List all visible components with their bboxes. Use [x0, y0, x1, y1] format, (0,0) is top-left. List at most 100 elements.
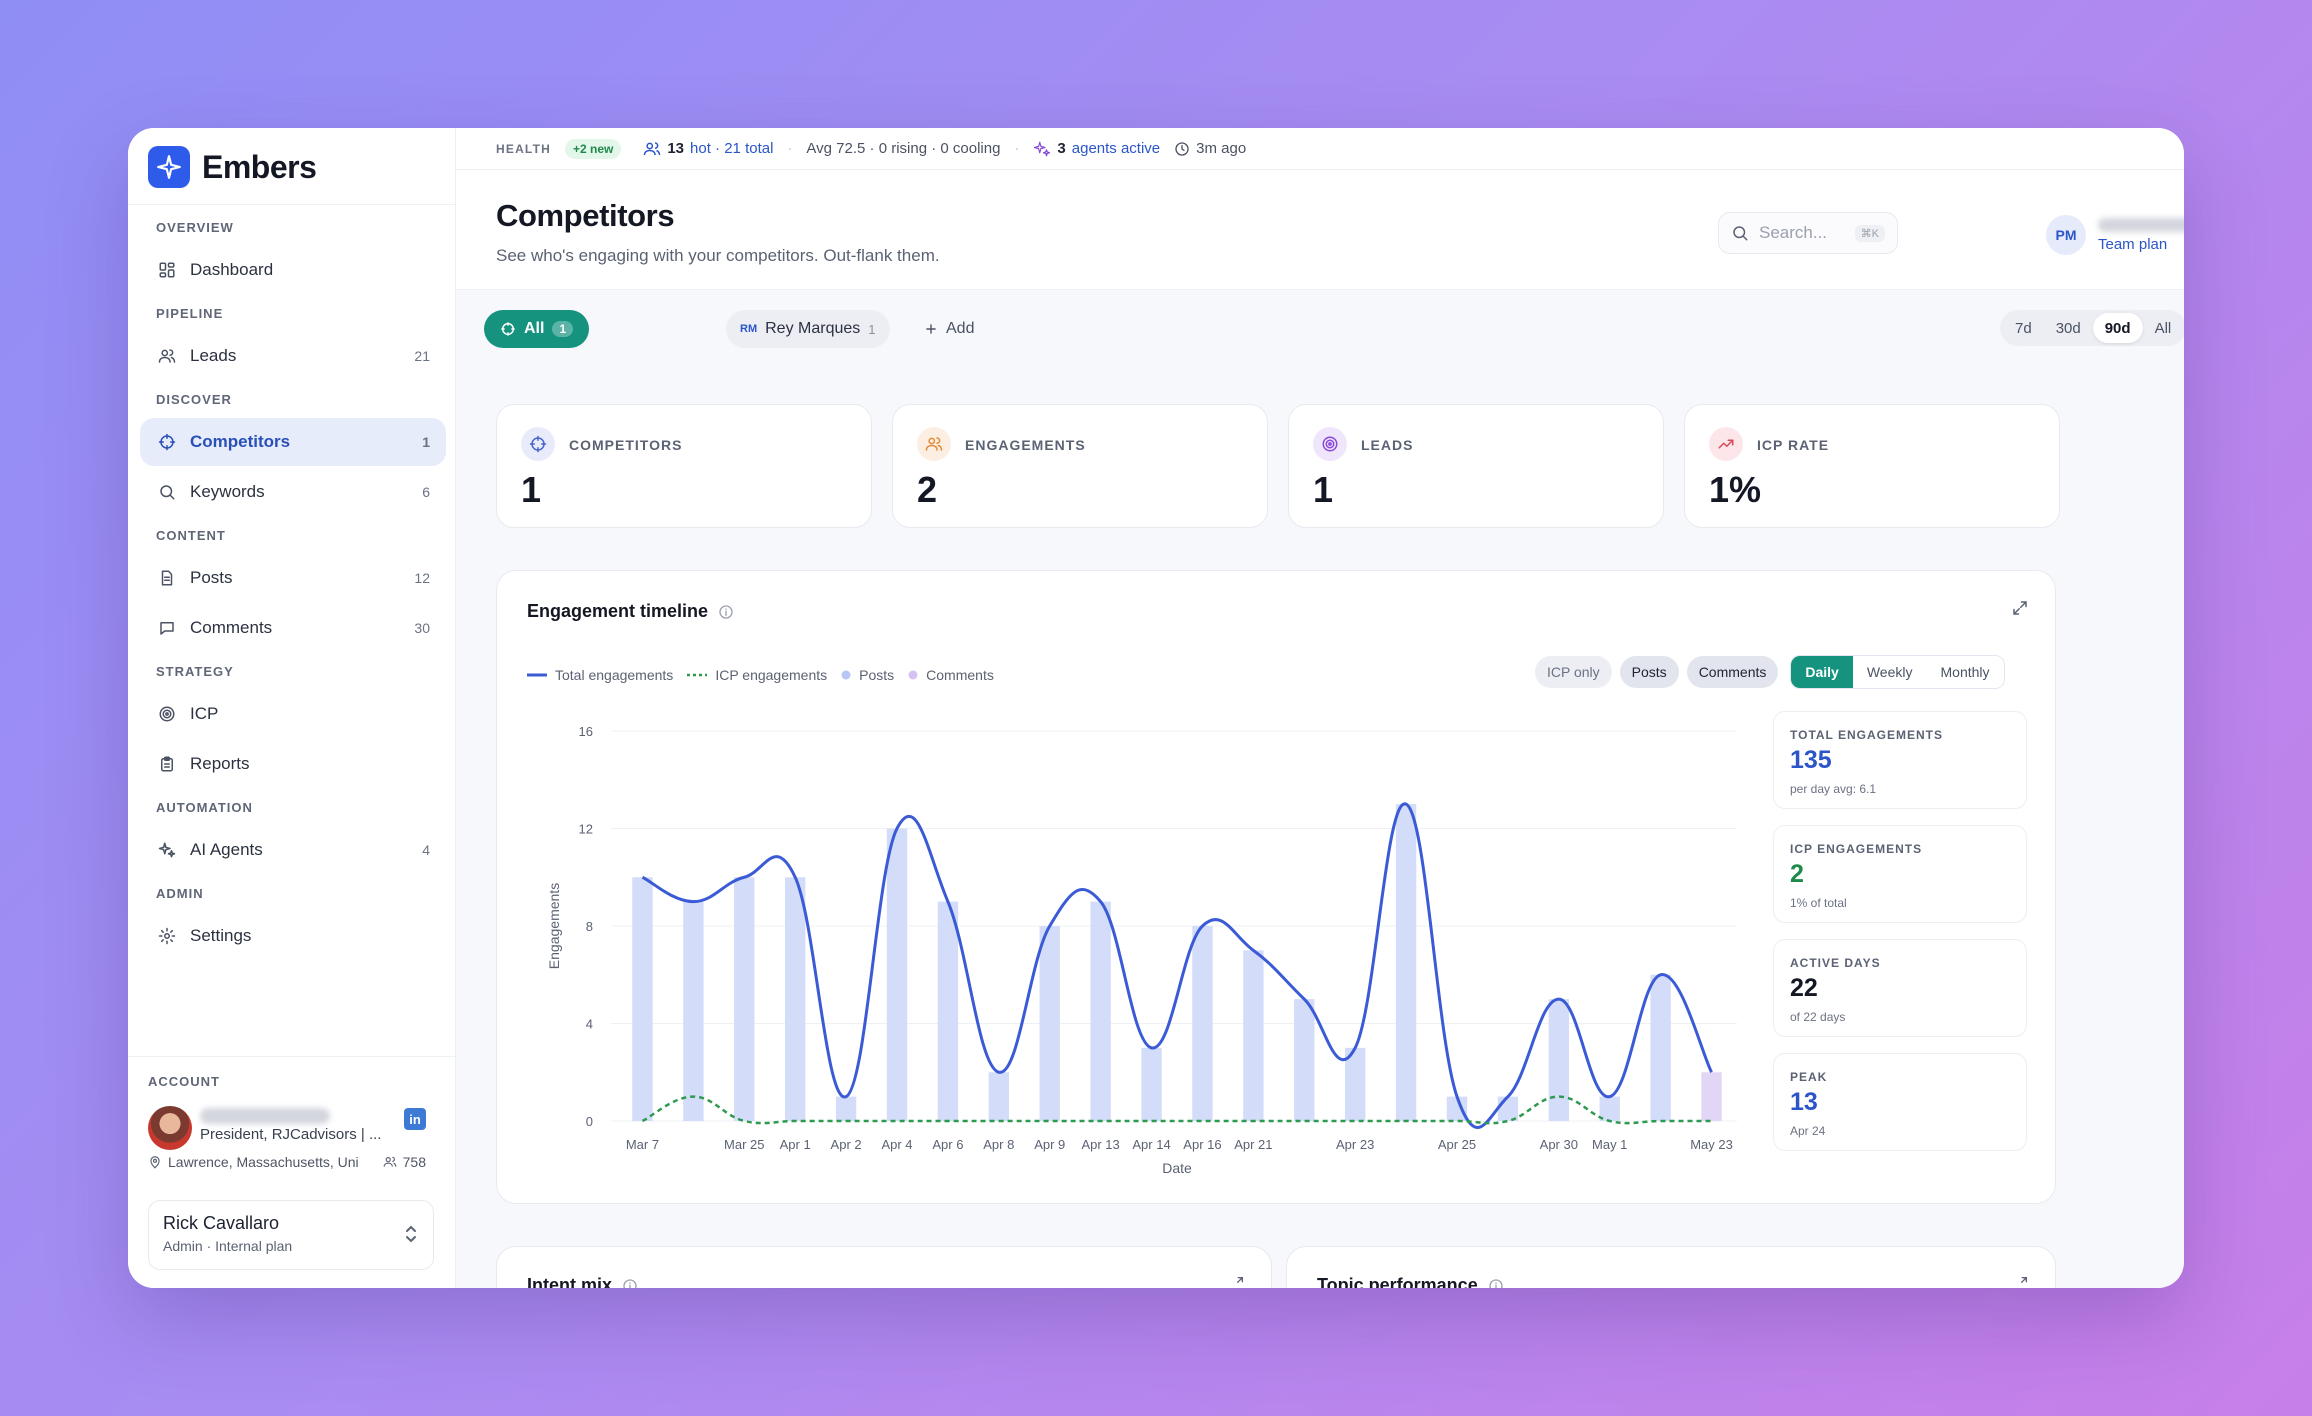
kpi-value: 135	[1790, 746, 1832, 774]
separator-dot: ·	[1014, 140, 1020, 157]
expand-icon[interactable]	[2011, 599, 2029, 617]
nav-section-label: CONTENT	[156, 528, 226, 543]
granularity-daily[interactable]: Daily	[1791, 656, 1853, 688]
legend-label: Comments	[926, 667, 994, 683]
divider	[128, 204, 455, 205]
legend-label: Posts	[859, 667, 895, 683]
intent-mix-card: Intent mix	[496, 1246, 1272, 1288]
kpi-subtext: 1% of total	[1790, 896, 1847, 910]
sidebar-item-label: Dashboard	[190, 260, 274, 279]
y-tick-label: 12	[579, 822, 593, 837]
sidebar-item-count: 6	[422, 484, 430, 500]
separator-dot: ·	[787, 140, 793, 157]
engagement-chart: 0 4 8 12 16 Mar 7 Mar 25 Apr 1 Apr 2 Apr 4 Apr 6 Ap…	[546, 724, 1737, 1176]
agents-indicator[interactable]: 3 agents active	[1033, 140, 1160, 158]
x-tick-label: May 23	[1690, 1137, 1733, 1152]
sidebar-item-leads[interactable]: Leads 21	[140, 332, 446, 380]
nav-section-label: ADMIN	[156, 886, 204, 901]
bar-posts	[1192, 926, 1213, 1121]
kpi-subtext: Apr 24	[1790, 1124, 1826, 1138]
avatar: PM	[2046, 215, 2086, 255]
sidebar-item-comments[interactable]: Comments 30	[140, 604, 446, 652]
user-menu-text: Team plan	[2098, 217, 2184, 253]
bar-posts	[1141, 1047, 1162, 1121]
stat-card-competitors[interactable]: COMPETITORS 1	[496, 404, 872, 528]
page-header: Competitors See who's engaging with your…	[456, 170, 2184, 290]
range-button-7d[interactable]: 7d	[2015, 319, 2032, 337]
x-tick-label: Apr 1	[780, 1137, 811, 1152]
profile-title: President, RJCadvisors | ...	[200, 1126, 382, 1143]
x-tick-label: Mar 25	[724, 1137, 764, 1152]
info-icon[interactable]	[1488, 1278, 1504, 1289]
avg-score-text: Avg 72.5 · 0 rising · 0 cooling	[806, 140, 1001, 157]
toggle-posts[interactable]: Posts	[1619, 656, 1679, 688]
health-label: HEALTH	[496, 141, 551, 156]
info-icon[interactable]	[622, 1278, 638, 1289]
trending-up-icon	[1709, 427, 1743, 461]
sidebar-item-dashboard[interactable]: Dashboard	[140, 246, 446, 294]
account-section-label: ACCOUNT	[148, 1074, 220, 1089]
hot-leads-indicator[interactable]: 13 hot · 21 total	[643, 140, 773, 158]
users-icon	[917, 427, 951, 461]
stat-label: LEADS	[1361, 437, 1414, 453]
bar-posts	[1548, 999, 1569, 1121]
sidebar-item-posts[interactable]: Posts 12	[140, 554, 446, 602]
range-button-30d[interactable]: 30d	[2055, 319, 2081, 337]
expand-icon[interactable]	[1229, 1275, 1245, 1288]
timeline-title: Engagement timeline	[527, 601, 734, 622]
y-tick-label: 4	[586, 1017, 593, 1032]
range-button-90d[interactable]: 90d	[2092, 313, 2143, 343]
user-menu[interactable]: PM Team plan	[2046, 212, 2184, 258]
kpi-label: PEAK	[1790, 1070, 1828, 1084]
granularity-weekly[interactable]: Weekly	[1852, 656, 1927, 688]
stat-card-engagements[interactable]: ENGAGEMENTS 2	[892, 404, 1268, 528]
add-competitor-button[interactable]: Add	[924, 310, 974, 348]
series-line-icp-engagements	[641, 1095, 1712, 1125]
sidebar-item-settings[interactable]: Settings	[140, 912, 446, 960]
linkedin-icon[interactable]: in	[404, 1108, 426, 1130]
search-placeholder: Search...	[1759, 223, 1828, 242]
sidebar: Embers OVERVIEW Dashboard PIPELINE Leads 21 D…	[128, 128, 456, 1288]
range-button-all[interactable]: All	[2154, 319, 2172, 337]
stat-card-leads[interactable]: LEADS 1	[1288, 404, 1664, 528]
sidebar-item-label: Keywords	[190, 482, 265, 501]
legend-dot-marker	[908, 670, 918, 680]
main-content: HEALTH +2 new 13 hot · 21 total · Avg 72…	[456, 128, 2184, 1288]
x-axis-label: Date	[1162, 1160, 1192, 1176]
bar-posts	[1039, 926, 1060, 1121]
topic-performance-title-text: Topic performance	[1317, 1275, 1478, 1288]
toggle-icp-only[interactable]: ICP only	[1535, 656, 1612, 688]
sidebar-item-competitors[interactable]: Competitors 1	[140, 418, 446, 466]
filter-competitor-button[interactable]: RM Rey Marques 1	[726, 310, 890, 348]
kpi-active-days: ACTIVE DAYS 22 of 22 days	[1773, 939, 2027, 1037]
crosshair-icon	[501, 322, 515, 336]
sidebar-item-ai-agents[interactable]: AI Agents 4	[140, 826, 446, 874]
new-badge[interactable]: +2 new	[564, 138, 622, 159]
map-pin-icon	[150, 1156, 160, 1169]
user-name: Rick Cavallaro	[163, 1213, 280, 1233]
info-icon[interactable]	[718, 604, 734, 620]
stat-card-icp-rate[interactable]: ICP RATE 1%	[1684, 404, 2060, 528]
granularity-monthly[interactable]: Monthly	[1926, 656, 2004, 688]
competitor-filter-bar: All 1 RM Rey Marques 1 Add 7d 30d 90d All	[456, 290, 2184, 360]
brand[interactable]: Embers	[148, 146, 317, 188]
sidebar-item-reports[interactable]: Reports	[140, 740, 446, 788]
legend-dot-marker	[841, 670, 851, 680]
kpi-label: ACTIVE DAYS	[1790, 956, 1881, 970]
bar-posts	[1294, 999, 1315, 1121]
sparkle-logo-icon	[148, 146, 190, 188]
competitor-initials: RM	[740, 323, 758, 335]
filter-all-button[interactable]: All 1	[484, 310, 590, 348]
sidebar-item-icp[interactable]: ICP	[140, 690, 446, 738]
sidebar-item-keywords[interactable]: Keywords 6	[140, 468, 446, 516]
x-tick-label: Apr 25	[1438, 1137, 1476, 1152]
legend-item: Total engagements	[527, 667, 673, 683]
expand-icon[interactable]	[2013, 1275, 2029, 1288]
sidebar-item-label: Comments	[190, 618, 273, 637]
toggle-comments[interactable]: Comments	[1686, 656, 1779, 688]
user-switcher[interactable]: Rick Cavallaro Admin · Internal plan	[148, 1200, 434, 1270]
profile-followers-count: 758	[402, 1154, 426, 1170]
search-input[interactable]: Search... ⌘K	[1718, 212, 1898, 254]
bar-posts	[1599, 1096, 1620, 1121]
engagement-timeline-card: Engagement timeline Total engagements ICP…	[496, 570, 2056, 1204]
